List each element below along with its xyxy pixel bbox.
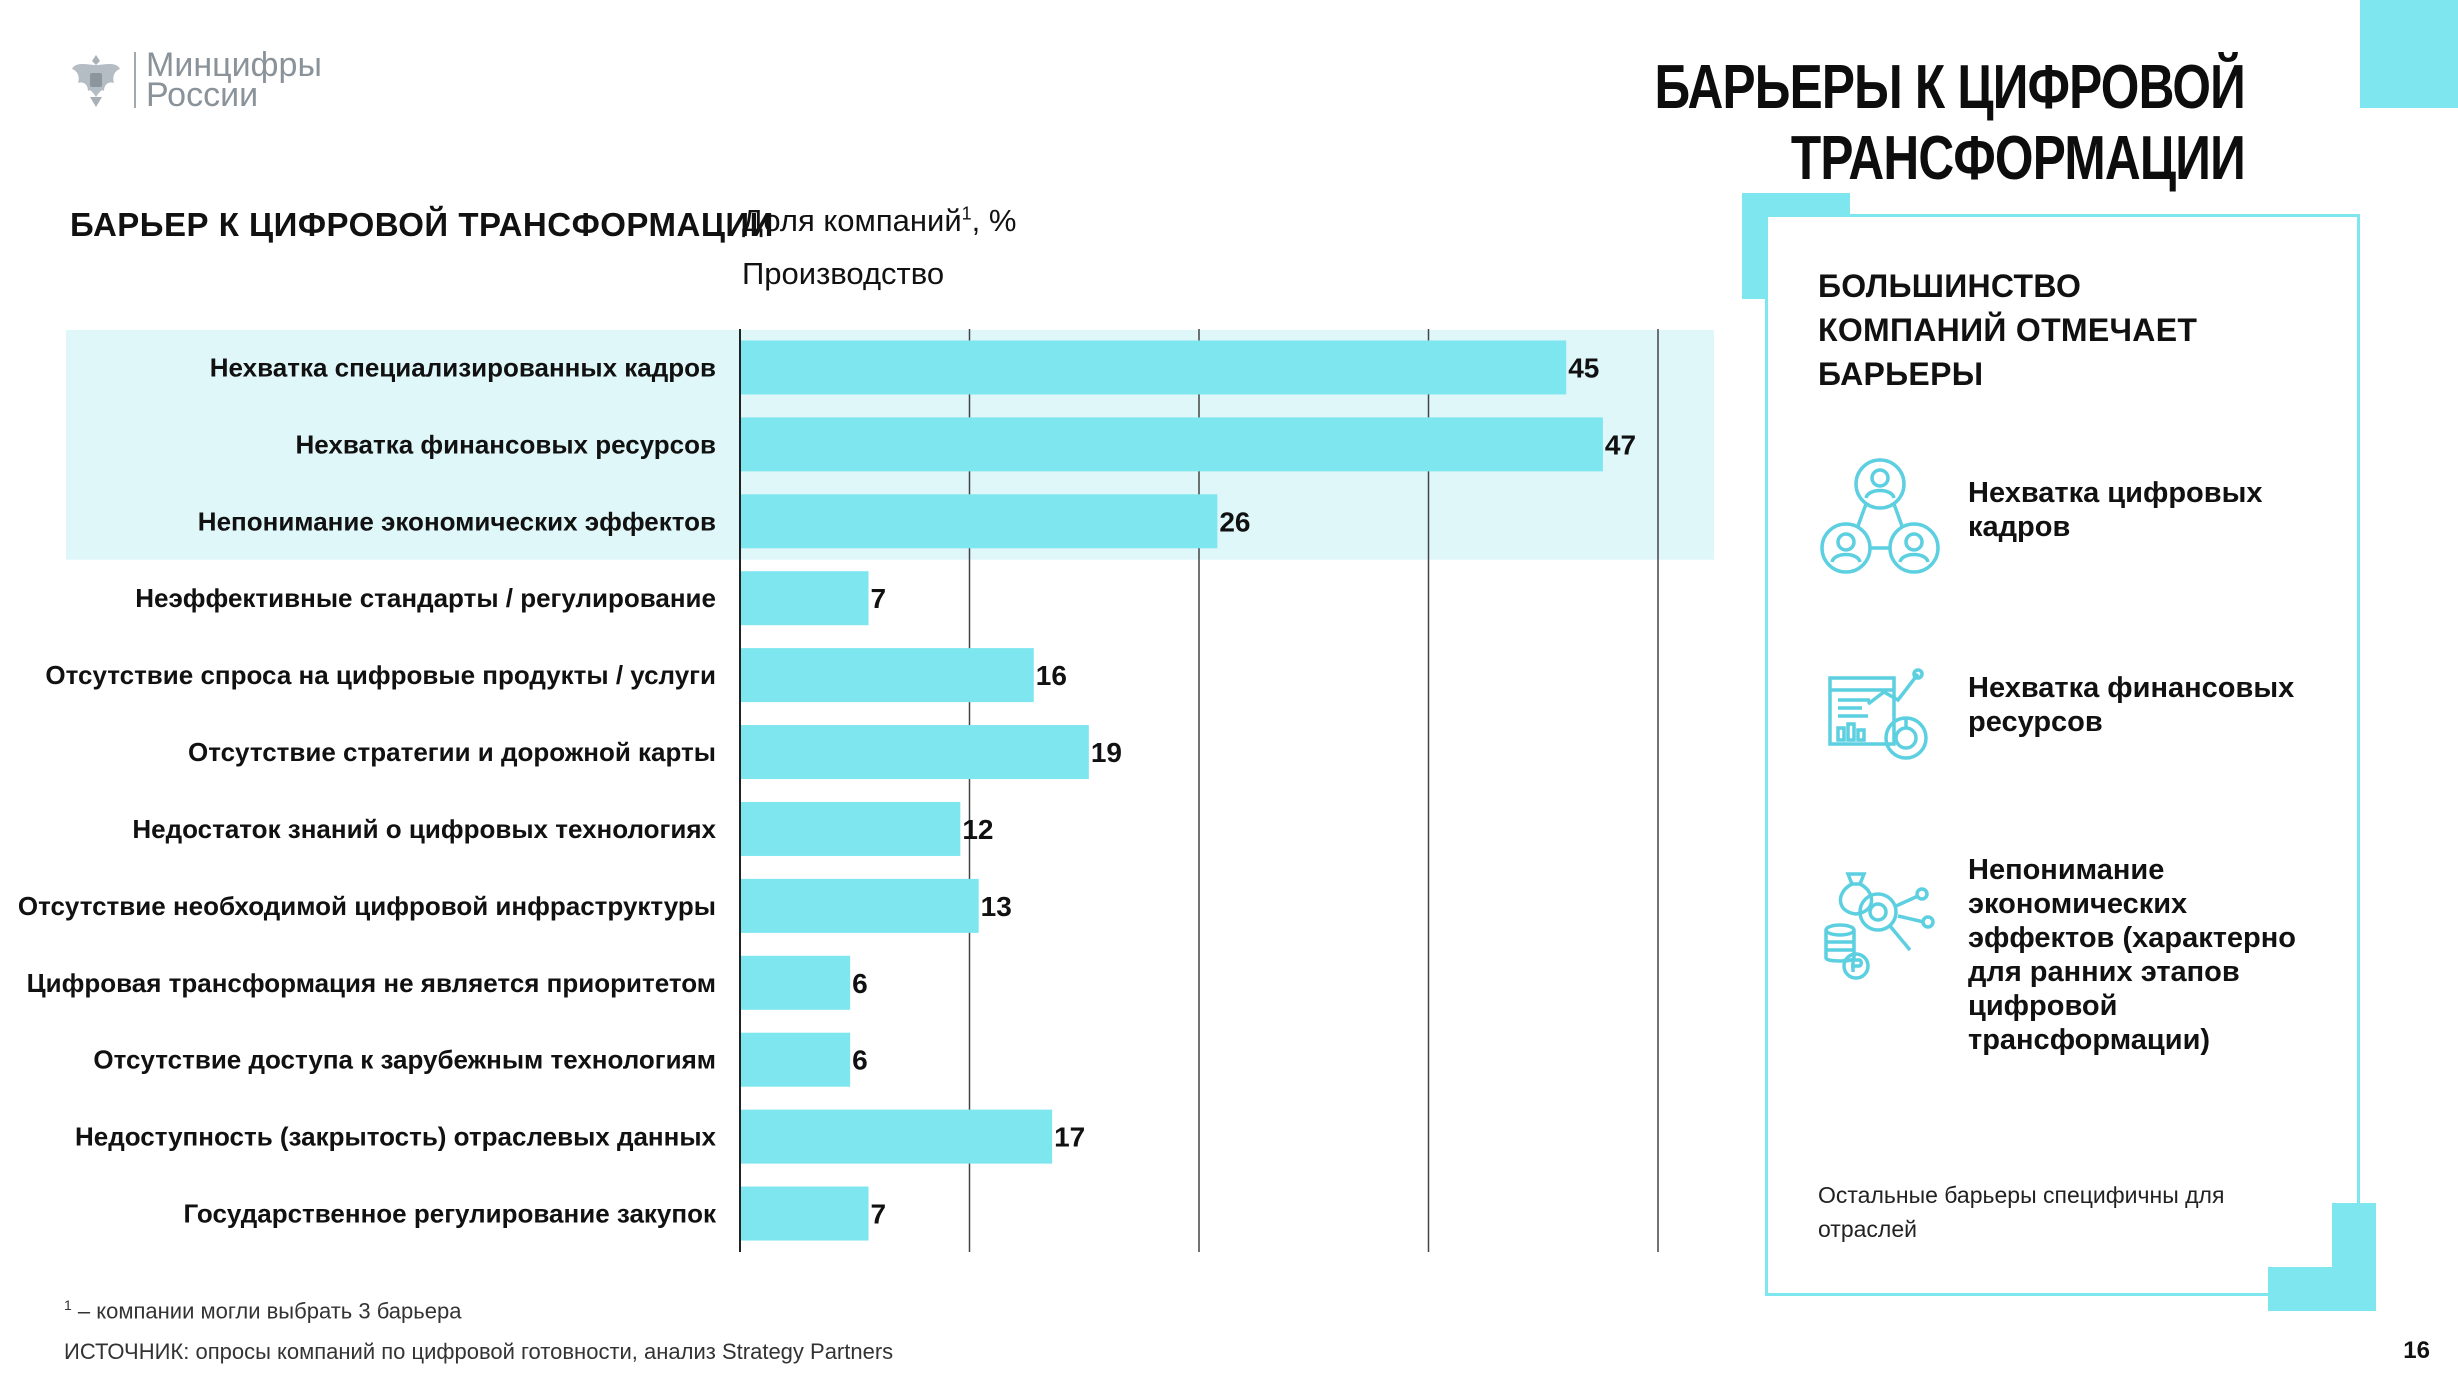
data-label: 7 <box>871 583 887 614</box>
category-label: Нехватка специализированных кадров <box>210 352 716 382</box>
bar <box>740 340 1567 395</box>
panel-item-2: Нехватка финансовых ресурсов <box>1968 672 2295 738</box>
bar <box>740 494 1218 549</box>
bar <box>740 648 1034 703</box>
value-header-sup: 1 <box>961 203 972 224</box>
logo-separator <box>134 52 136 108</box>
data-label: 13 <box>981 891 1012 922</box>
logo-line1: Минцифры <box>146 46 322 84</box>
category-label: Отсутствие спроса на цифровые продукты /… <box>45 660 716 690</box>
data-label: 19 <box>1091 737 1122 768</box>
data-label: 7 <box>871 1199 887 1230</box>
data-label: 6 <box>852 968 868 999</box>
footnote-sup: 1 <box>64 1297 72 1313</box>
data-label: 26 <box>1219 506 1250 537</box>
eagle-emblem-icon <box>72 55 120 107</box>
source-note: ИСТОЧНИК: опросы компаний по цифровой го… <box>64 1339 894 1364</box>
barriers-bar-chart: 45 Нехватка специализированных кадров 47 Не… <box>18 329 1714 1252</box>
bar <box>740 1032 851 1087</box>
people-network-icon <box>1820 458 1940 574</box>
page-title: БАРЬЕРЫ К ЦИФРОВОЙ ТРАНСФОРМАЦИИ <box>1654 53 2245 193</box>
bar <box>740 1109 1053 1164</box>
category-label: Недоступность (закрытость) отраслевых да… <box>75 1122 717 1152</box>
category-label: Отсутствие необходимой цифровой инфрастр… <box>18 891 716 921</box>
category-header: БАРЬЕР К ЦИФРОВОЙ ТРАНСФОРМАЦИИ <box>70 206 774 243</box>
panel-title: БОЛЬШИНСТВО КОМПАНИЙ ОТМЕЧАЕТ БАРЬЕРЫ <box>1818 268 2198 392</box>
bar <box>740 801 961 856</box>
bar <box>740 955 851 1010</box>
panel-item-3: Непонимание экономических эффектов (хара… <box>1968 854 2296 1056</box>
category-label: Недостаток знаний о цифровых технологиях <box>132 814 716 844</box>
category-label: Нехватка финансовых ресурсов <box>296 429 716 459</box>
category-label: Отсутствие стратегии и дорожной карты <box>188 737 716 767</box>
footnote: 1 – компании могли выбрать 3 барьера <box>64 1297 461 1324</box>
ministry-logo: Минцифры России <box>70 46 322 114</box>
bar <box>740 878 979 933</box>
data-label: 47 <box>1605 429 1636 460</box>
logo-text: Минцифры России <box>146 46 322 114</box>
category-label: Цифровая трансформация не является приор… <box>27 968 716 998</box>
panel-note: Остальные барьеры специфичны для отрасле… <box>1818 1182 2225 1242</box>
bar <box>740 417 1603 472</box>
panel-item-1: Нехватка цифровых кадров <box>1968 477 2263 543</box>
data-label: 6 <box>852 1045 868 1076</box>
category-label: Отсутствие доступа к зарубежным технолог… <box>93 1045 716 1075</box>
data-label: 17 <box>1054 1122 1085 1153</box>
panel-corner-cut <box>1784 233 1854 303</box>
corner-accent <box>2360 0 2458 108</box>
page-number: 16 <box>2403 1337 2430 1364</box>
panel-corner-cut <box>2262 1197 2332 1267</box>
summary-panel <box>1765 214 2360 1296</box>
value-header: Доля компаний1, % <box>742 203 1016 239</box>
data-label: 12 <box>962 814 993 845</box>
data-label: 45 <box>1568 352 1599 383</box>
bar <box>740 571 869 626</box>
bar <box>740 725 1089 780</box>
category-label: Непонимание экономических эффектов <box>198 506 716 536</box>
money-analysis-icon <box>1824 872 1935 980</box>
sector-header: Производство <box>742 256 945 291</box>
footnote-text: – компании могли выбрать 3 барьера <box>71 1298 462 1324</box>
finance-dashboard-icon <box>1828 668 1928 760</box>
value-header-text: Доля компаний <box>742 203 962 238</box>
value-header-unit: , % <box>971 203 1017 238</box>
bar <box>740 1186 869 1241</box>
logo-line2: России <box>146 76 259 114</box>
data-label: 16 <box>1036 660 1067 691</box>
category-label: Государственное регулирование закупок <box>183 1199 716 1229</box>
category-label: Неэффективные стандарты / регулирование <box>135 583 716 613</box>
